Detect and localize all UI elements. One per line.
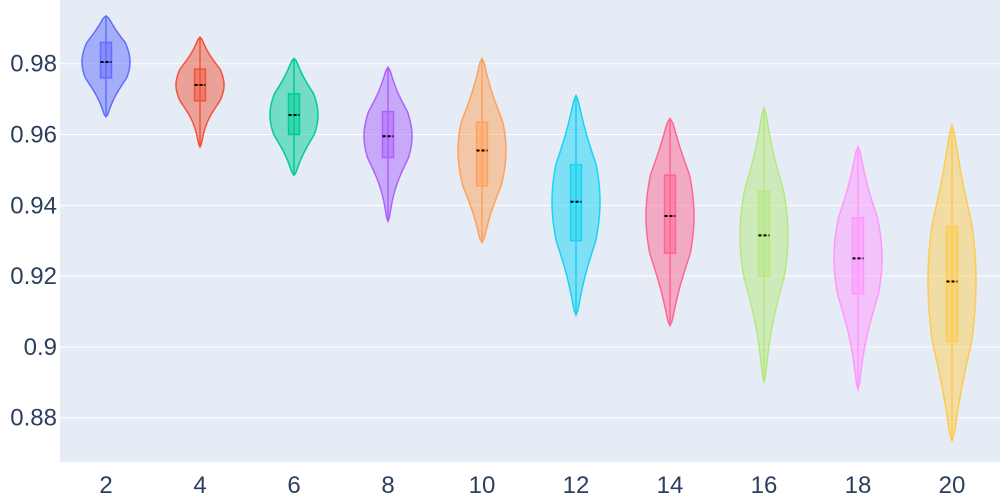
x-tick-label: 14 <box>657 472 684 499</box>
violin-iqr-box <box>851 216 865 295</box>
violin-14 <box>645 117 695 328</box>
violin-iqr-box <box>99 41 113 79</box>
violins <box>81 14 977 444</box>
y-tick-label: 0.96 <box>10 122 57 149</box>
x-tick-label: 18 <box>845 472 872 499</box>
y-tick-label: 0.94 <box>10 192 57 219</box>
x-tick-label: 20 <box>939 472 966 499</box>
violin-2 <box>81 14 131 119</box>
violin-12 <box>551 93 601 318</box>
violin-iqr-box <box>381 110 395 159</box>
x-tick-label: 10 <box>469 472 496 499</box>
x-axis-tick-labels: 2 4 6 8 10 12 14 16 18 20 <box>99 472 965 499</box>
violin-iqr-box <box>757 190 771 277</box>
x-tick-label: 16 <box>751 472 778 499</box>
violin-18 <box>833 144 883 393</box>
grid-lines <box>60 63 1000 419</box>
violin-4 <box>175 36 225 149</box>
violin-iqr-box <box>945 225 959 343</box>
x-tick-label: 6 <box>287 472 300 499</box>
violin-20 <box>927 123 977 444</box>
violin-16 <box>739 105 789 383</box>
x-tick-label: 4 <box>193 472 206 499</box>
x-tick-label: 8 <box>381 472 394 499</box>
violin-iqr-box <box>663 174 677 254</box>
y-tick-label: 0.98 <box>10 51 57 78</box>
violin-10 <box>457 56 507 245</box>
y-tick-label: 0.88 <box>10 405 57 432</box>
y-tick-label: 0.9 <box>24 334 57 361</box>
violin-8 <box>363 65 413 224</box>
violin-iqr-box <box>475 121 489 187</box>
x-tick-label: 12 <box>563 472 590 499</box>
violin-6 <box>269 57 319 177</box>
y-tick-label: 0.92 <box>10 263 57 290</box>
x-tick-label: 2 <box>99 472 112 499</box>
y-axis-tick-labels: 0.88 0.9 0.92 0.94 0.96 0.98 <box>10 51 57 432</box>
